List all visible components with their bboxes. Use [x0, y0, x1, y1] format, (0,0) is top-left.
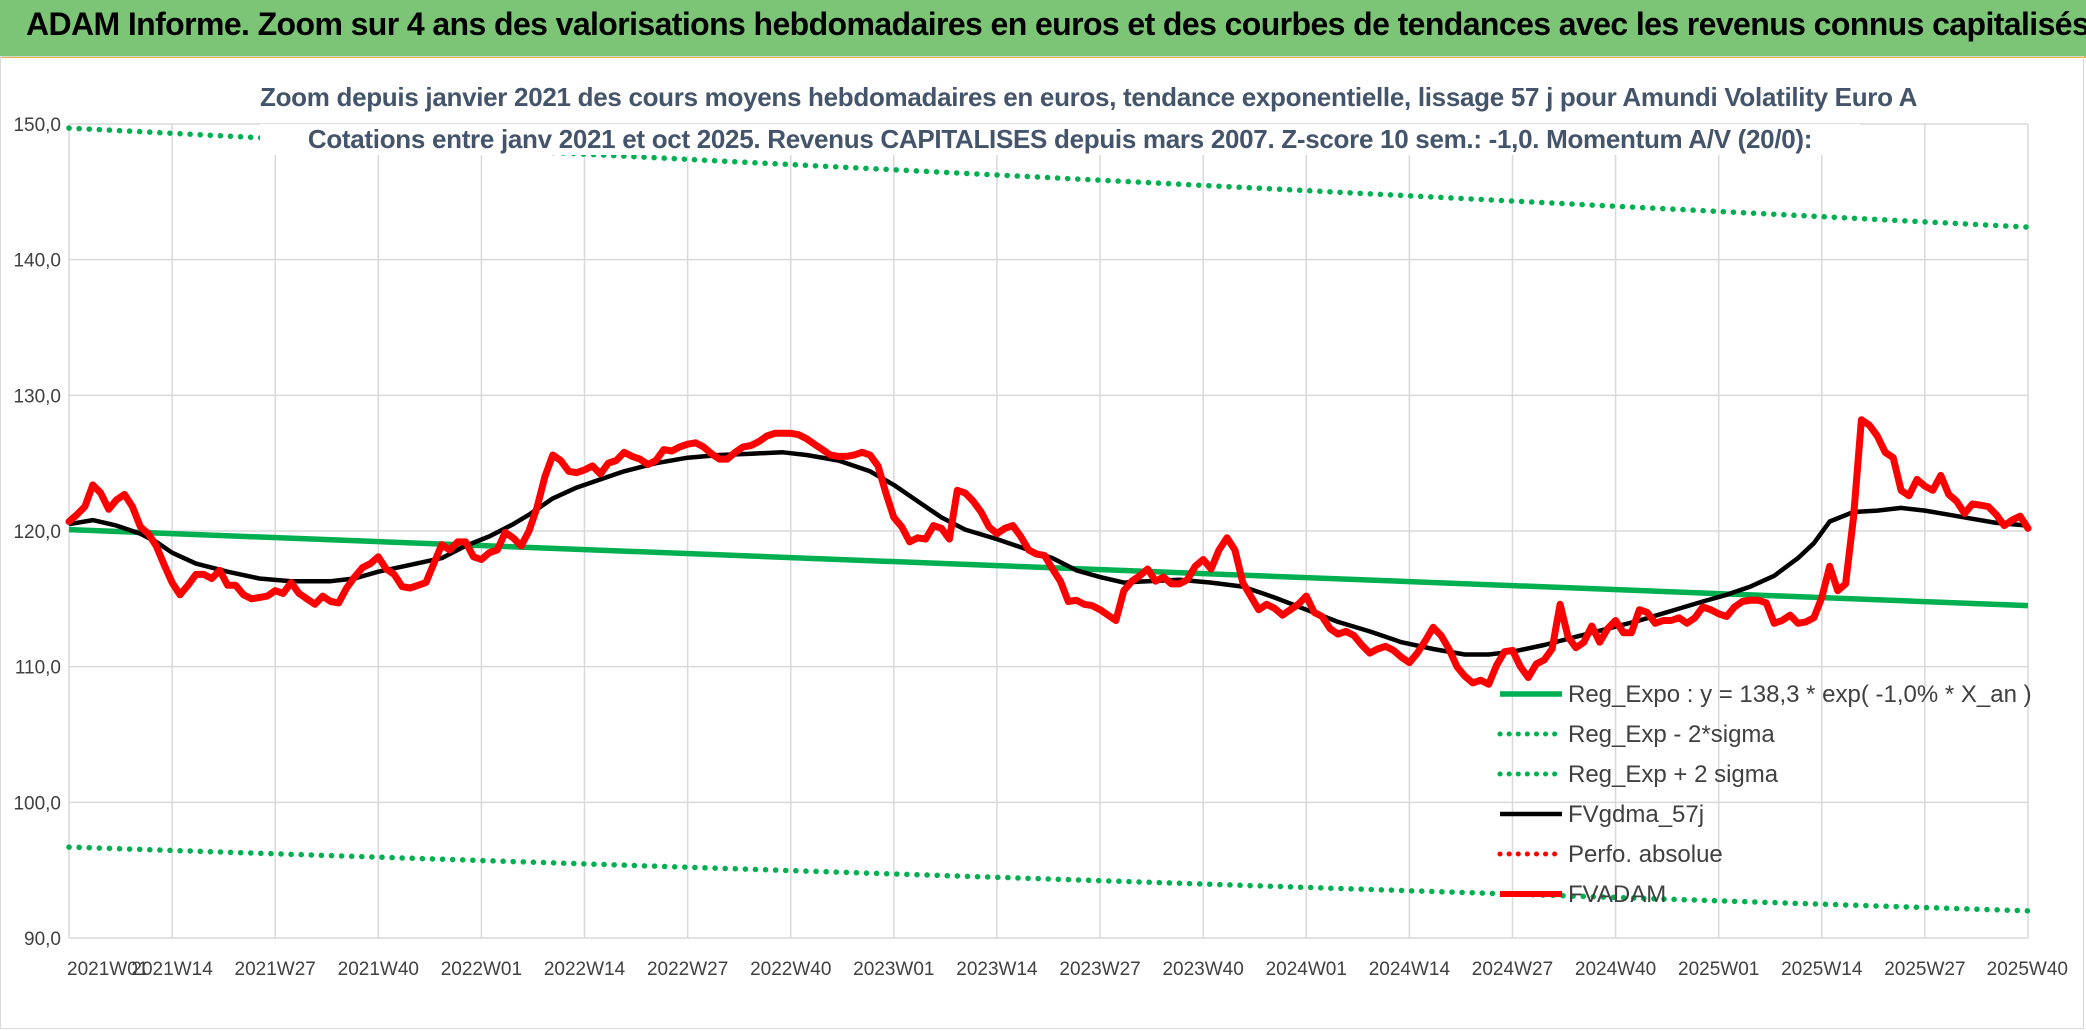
y-tick-label: 100,0 [13, 793, 61, 814]
x-tick-label: 2023W01 [853, 959, 934, 980]
series-line-ma [68, 450, 2029, 657]
x-tick-label: 2022W14 [544, 959, 626, 980]
y-tick-label: 140,0 [13, 251, 61, 272]
x-tick-label: 2025W14 [1781, 959, 1863, 980]
report-header: ADAM Informe. Zoom sur 4 ans des valoris… [0, 0, 2086, 58]
x-tick-label: 2023W27 [1059, 959, 1140, 980]
x-tick-label: 2022W40 [750, 959, 831, 980]
x-tick-label: 2025W40 [1987, 959, 2068, 980]
legend-label-ma: FVgdma_57j [1568, 801, 1704, 828]
x-tick-label: 2022W27 [647, 959, 728, 980]
x-tick-label: 2024W01 [1266, 959, 1347, 980]
x-tick-label: 2021W40 [338, 959, 419, 980]
y-tick-label: 130,0 [13, 386, 61, 407]
legend-label-fvadam: FVADAM [1568, 881, 1666, 908]
x-tick-label: 2022W01 [441, 959, 522, 980]
x-tick-label: 2024W40 [1575, 959, 1656, 980]
x-tick-label: 2024W14 [1369, 959, 1451, 980]
series-line-reghigh [66, 125, 2031, 230]
x-tick-label: 2023W14 [956, 959, 1038, 980]
report-title: ADAM Informe. Zoom sur 4 ans des valoris… [26, 6, 2086, 42]
x-tick-label: 2021W01 [67, 959, 148, 980]
chart-title: Zoom depuis janvier 2021 des cours moyen… [260, 82, 1918, 113]
x-tick-label: 2023W40 [1162, 959, 1243, 980]
legend-label-perfo: Perfo. absolue [1568, 841, 1723, 868]
x-tick-label: 2025W01 [1678, 959, 1759, 980]
x-tick-label: 2024W27 [1472, 959, 1553, 980]
legend-label-reghigh: Reg_Exp + 2 sigma [1568, 761, 1779, 788]
y-tick-label: 120,0 [13, 522, 61, 543]
legend-label-reglow: Reg_Exp - 2*sigma [1568, 721, 1775, 748]
x-tick-label: 2025W27 [1884, 959, 1965, 980]
legend-label-reg: Reg_Expo : y = 138,3 * exp( -1,0% * X_an… [1568, 681, 2032, 708]
y-tick-label: 90,0 [24, 929, 61, 950]
x-tick-label: 2021W27 [235, 959, 316, 980]
series-line-fvadam [65, 416, 2032, 688]
y-tick-label: 150,0 [13, 115, 61, 136]
y-tick-label: 110,0 [15, 658, 61, 679]
series-line-reglow [66, 844, 2031, 914]
chart-frame [0, 56, 2084, 1029]
x-tick-label: 2021W14 [131, 959, 213, 980]
chart-subtitle: Cotations entre janv 2021 et oct 2025. R… [260, 124, 1860, 155]
